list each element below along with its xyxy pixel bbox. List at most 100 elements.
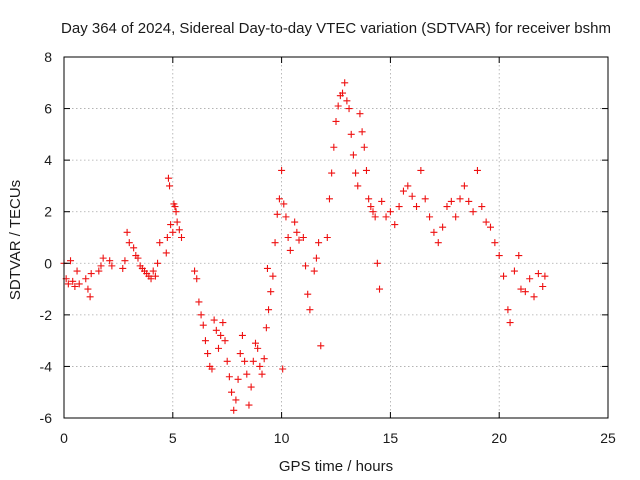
data-point (515, 252, 523, 260)
data-point (408, 192, 416, 200)
x-tick-label: 25 (600, 430, 616, 446)
data-point (526, 275, 534, 283)
y-tick-label: -6 (40, 410, 53, 426)
data-point (166, 182, 174, 190)
data-point (225, 373, 233, 381)
data-point (210, 316, 218, 324)
data-point (64, 280, 72, 288)
data-point (204, 350, 212, 358)
data-point (323, 234, 331, 241)
data-point (260, 355, 268, 363)
data-point (473, 166, 481, 174)
data-point (299, 234, 307, 241)
data-point (75, 280, 83, 288)
data-point (151, 272, 159, 280)
data-point (164, 174, 172, 182)
data-point (228, 388, 236, 396)
data-point (172, 208, 180, 216)
data-point (491, 239, 499, 247)
data-point (201, 337, 209, 345)
data-point (219, 319, 227, 327)
data-point (302, 262, 310, 270)
data-point (191, 267, 199, 275)
data-point (273, 210, 281, 218)
data-point (167, 221, 175, 229)
data-point (332, 117, 340, 125)
data-point (534, 270, 542, 278)
data-point (295, 236, 303, 244)
data-point (339, 89, 347, 97)
data-point (304, 290, 312, 298)
data-point (97, 262, 105, 270)
data-point (312, 254, 320, 262)
data-point (197, 311, 205, 319)
data-point (241, 357, 249, 365)
data-point (71, 282, 79, 290)
data-point (382, 213, 390, 221)
data-point (282, 213, 290, 221)
data-point (369, 208, 377, 216)
y-tick-label: 0 (44, 255, 52, 271)
data-point (149, 267, 157, 275)
data-point (293, 228, 301, 236)
y-axis-label: SDTVAR / TECUs (7, 180, 24, 300)
data-point (347, 130, 355, 138)
data-point (539, 282, 547, 290)
data-point (163, 234, 171, 241)
data-point (386, 208, 394, 216)
data-point (447, 197, 455, 205)
data-point (280, 200, 288, 208)
data-point (278, 166, 286, 174)
data-point (365, 195, 373, 203)
data-point (345, 105, 353, 113)
data-point (178, 234, 186, 241)
data-point (208, 365, 216, 373)
data-point (417, 166, 425, 174)
data-point (125, 239, 133, 247)
data-point (310, 267, 318, 275)
data-point (376, 285, 384, 293)
data-point (517, 285, 525, 293)
data-point (236, 350, 244, 358)
data-point (262, 324, 270, 332)
data-point (134, 254, 142, 262)
data-point (391, 221, 399, 229)
data-point (175, 226, 183, 234)
data-point (147, 275, 155, 283)
data-point (84, 285, 92, 293)
y-tick-label: 8 (44, 49, 52, 65)
data-point (341, 79, 349, 87)
y-tick-label: 6 (44, 101, 52, 117)
data-point (504, 306, 512, 314)
data-point (334, 102, 342, 110)
data-point (495, 252, 503, 260)
data-point (121, 257, 129, 265)
data-point (306, 306, 314, 314)
data-point (265, 306, 273, 314)
data-point (86, 293, 94, 301)
data-point (95, 267, 103, 275)
data-point (108, 262, 116, 270)
data-point (195, 298, 203, 306)
data-point (469, 208, 477, 216)
x-tick-label: 5 (169, 430, 177, 446)
data-point (279, 365, 287, 373)
x-tick-label: 0 (60, 430, 68, 446)
data-point (371, 213, 379, 221)
data-point (238, 331, 246, 339)
data-point (434, 239, 442, 247)
data-point (263, 264, 271, 272)
data-point (465, 197, 473, 205)
data-point (413, 203, 421, 211)
data-point (171, 203, 179, 211)
data-point (82, 275, 90, 283)
data-point (254, 344, 262, 352)
data-point (328, 169, 336, 177)
data-point (156, 239, 164, 247)
plot-frame (63, 56, 609, 419)
data-point (69, 277, 77, 285)
data-point (325, 195, 333, 203)
data-point (119, 264, 127, 272)
data-point (358, 128, 366, 136)
data-point (349, 151, 357, 159)
